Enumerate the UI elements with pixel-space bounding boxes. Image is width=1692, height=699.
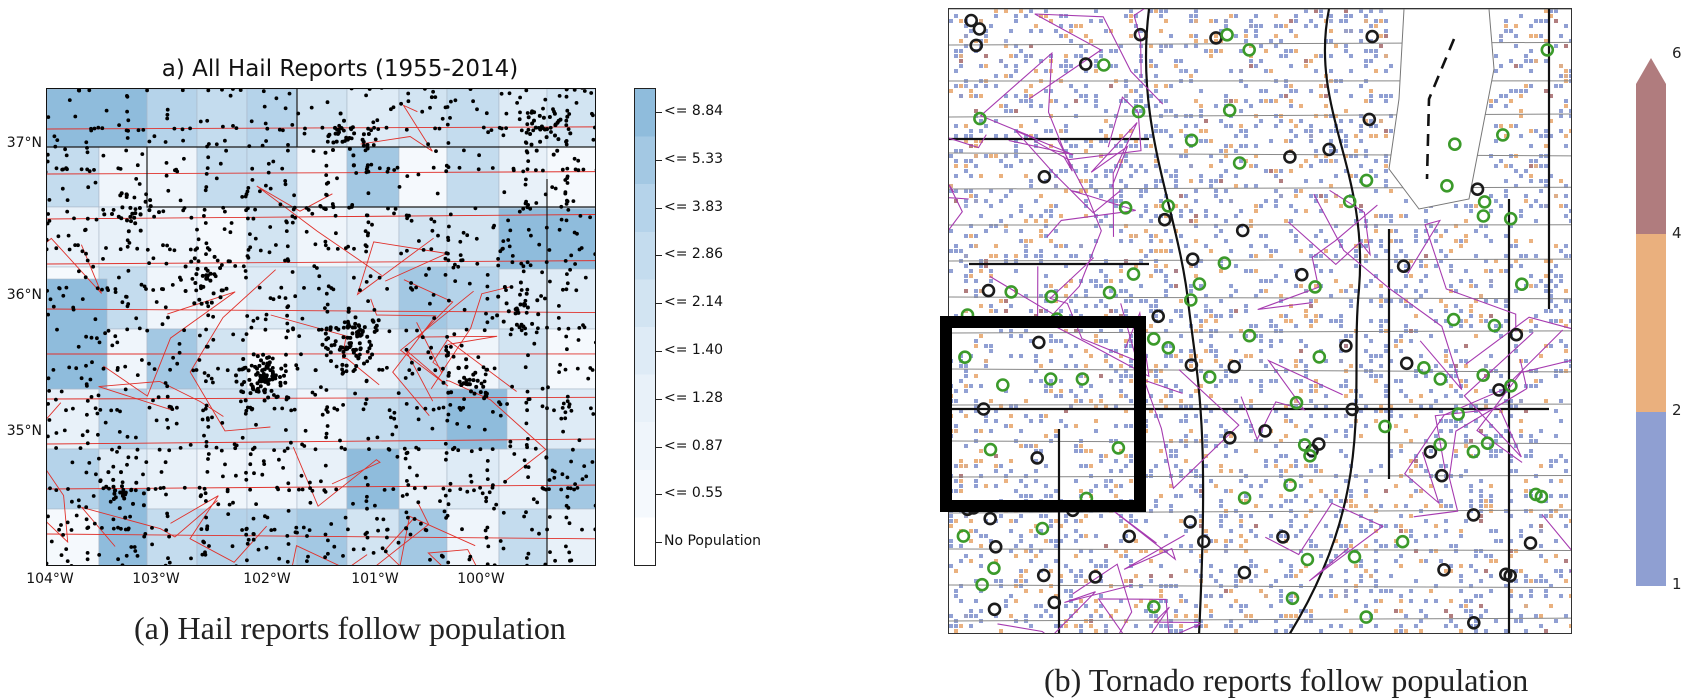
colorbar-b-label-6: 6 [1672,44,1682,62]
hail-report-map [46,88,596,566]
colorbar-b-label-1: 1 [1672,575,1682,593]
colorbar-b-label-2: 2 [1672,401,1682,419]
colorbar-label: <= 0.87 [664,438,723,454]
colorbar-tick [656,399,662,400]
colorbar-label: <= 1.28 [664,390,723,406]
colorbar-label: No Population [664,533,761,549]
colorbar-label: <= 8.84 [664,103,723,119]
colorbar-tick [656,112,662,113]
lat-label-36: 36°N [0,287,42,303]
report-density-colorbar [1636,54,1666,586]
population-colorbar [634,88,656,566]
colorbar-tick [656,255,662,256]
colorbar-tick [656,351,662,352]
colorbar-tick [656,208,662,209]
colorbar-tick [656,542,662,543]
colorbar-tick [656,494,662,495]
colorbar-label: <= 5.33 [664,151,723,167]
colorbar-label: <= 0.55 [664,485,723,501]
caption-b: (b) Tornado reports follow population [1044,662,1528,699]
colorbar-label: <= 3.83 [664,199,723,215]
study-area-box [940,316,1146,512]
colorbar-label: <= 2.86 [664,246,723,262]
colorbar-tick [656,160,662,161]
colorbar-tick [656,303,662,304]
colorbar-label: <= 2.14 [664,294,723,310]
colorbar-tick [656,447,662,448]
panel-a-title: a) All Hail Reports (1955-2014) [40,56,640,82]
lat-label-35: 35°N [0,423,42,439]
lon-label-101: 101°W [340,571,410,587]
lat-label-37: 37°N [0,135,42,151]
caption-a: (a) Hail reports follow population [134,610,566,647]
lon-label-100: 100°W [446,571,516,587]
colorbar-b-label-4: 4 [1672,224,1682,242]
lon-label-104: 104°W [15,571,85,587]
lon-label-102: 102°W [232,571,302,587]
lon-label-103: 103°W [121,571,191,587]
colorbar-label: <= 1.40 [664,342,723,358]
